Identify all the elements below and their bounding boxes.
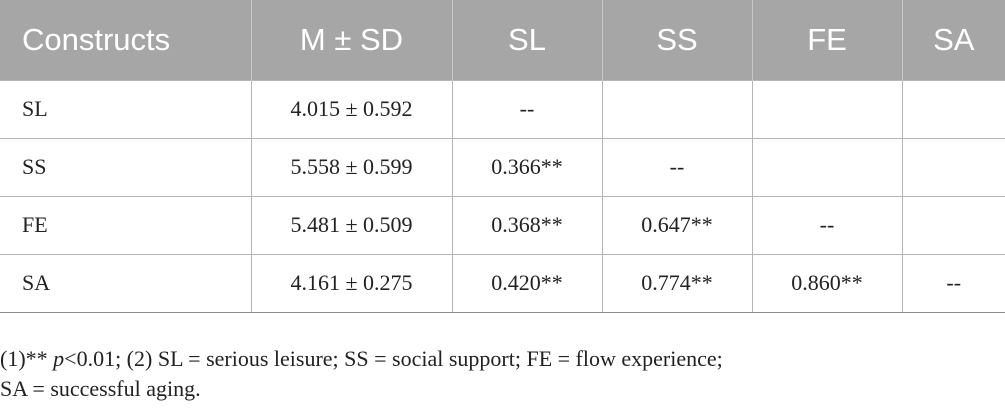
header-row: Constructs M ± SD SL SS FE SA	[0, 0, 1005, 80]
table-cell: --	[451, 79, 603, 139]
footnote-line-1: (1)** p<0.01; (2) SL = serious leisure; …	[0, 344, 1000, 374]
table-cell: 0.368**	[451, 195, 603, 255]
header-constructs: Constructs	[22, 21, 171, 57]
table-cell	[901, 137, 1005, 197]
table-cell	[601, 79, 753, 139]
table-row: FE 5.481 ± 0.509 0.368** 0.647** --	[0, 195, 1005, 255]
table-row: SL 4.015 ± 0.592 --	[0, 79, 1005, 139]
row-label: SS	[0, 137, 252, 197]
table-footnote: (1)** p<0.01; (2) SL = serious leisure; …	[0, 344, 1000, 404]
header-sl: SL	[451, 0, 602, 80]
table-cell: 5.481 ± 0.509	[250, 195, 453, 255]
table-cell: 0.366**	[451, 137, 603, 197]
table-cell: 0.860**	[751, 253, 903, 313]
row-label: SA	[0, 253, 252, 313]
table-cell: 5.558 ± 0.599	[250, 137, 453, 197]
table-row: SS 5.558 ± 0.599 0.366** --	[0, 137, 1005, 197]
correlation-table: Constructs M ± SD SL SS FE SA SL 4.015 ±…	[0, 0, 1005, 313]
table-cell	[901, 195, 1005, 255]
table-cell: --	[601, 137, 753, 197]
footnote-line-2: SA = successful aging.	[0, 376, 201, 401]
table-cell: 4.161 ± 0.275	[250, 253, 453, 313]
table-row: SA 4.161 ± 0.275 0.420** 0.774** 0.860**…	[0, 253, 1005, 313]
footnote-line-1-text: <0.01; (2) SL = serious leisure; SS = so…	[64, 346, 723, 371]
table-cell: 0.647**	[601, 195, 753, 255]
row-label: SL	[0, 79, 252, 139]
table-cell: 0.774**	[601, 253, 753, 313]
table-cell: 4.015 ± 0.592	[250, 79, 453, 139]
header-sa: SA	[901, 0, 1005, 80]
table-cell: 0.420**	[451, 253, 603, 313]
footnote-prefix: (1)**	[0, 346, 54, 371]
table-cell	[901, 79, 1005, 139]
row-label: FE	[0, 195, 252, 255]
table-cell: --	[901, 253, 1005, 313]
header-mean-sd: M ± SD	[250, 0, 452, 80]
header-ss: SS	[601, 0, 752, 80]
correlation-table-container: Constructs M ± SD SL SS FE SA SL 4.015 ±…	[0, 0, 1005, 313]
table-cell: --	[751, 195, 903, 255]
header-fe: FE	[751, 0, 902, 80]
table-cell	[751, 79, 903, 139]
footnote-p-symbol: p	[53, 346, 65, 371]
table-cell	[751, 137, 903, 197]
